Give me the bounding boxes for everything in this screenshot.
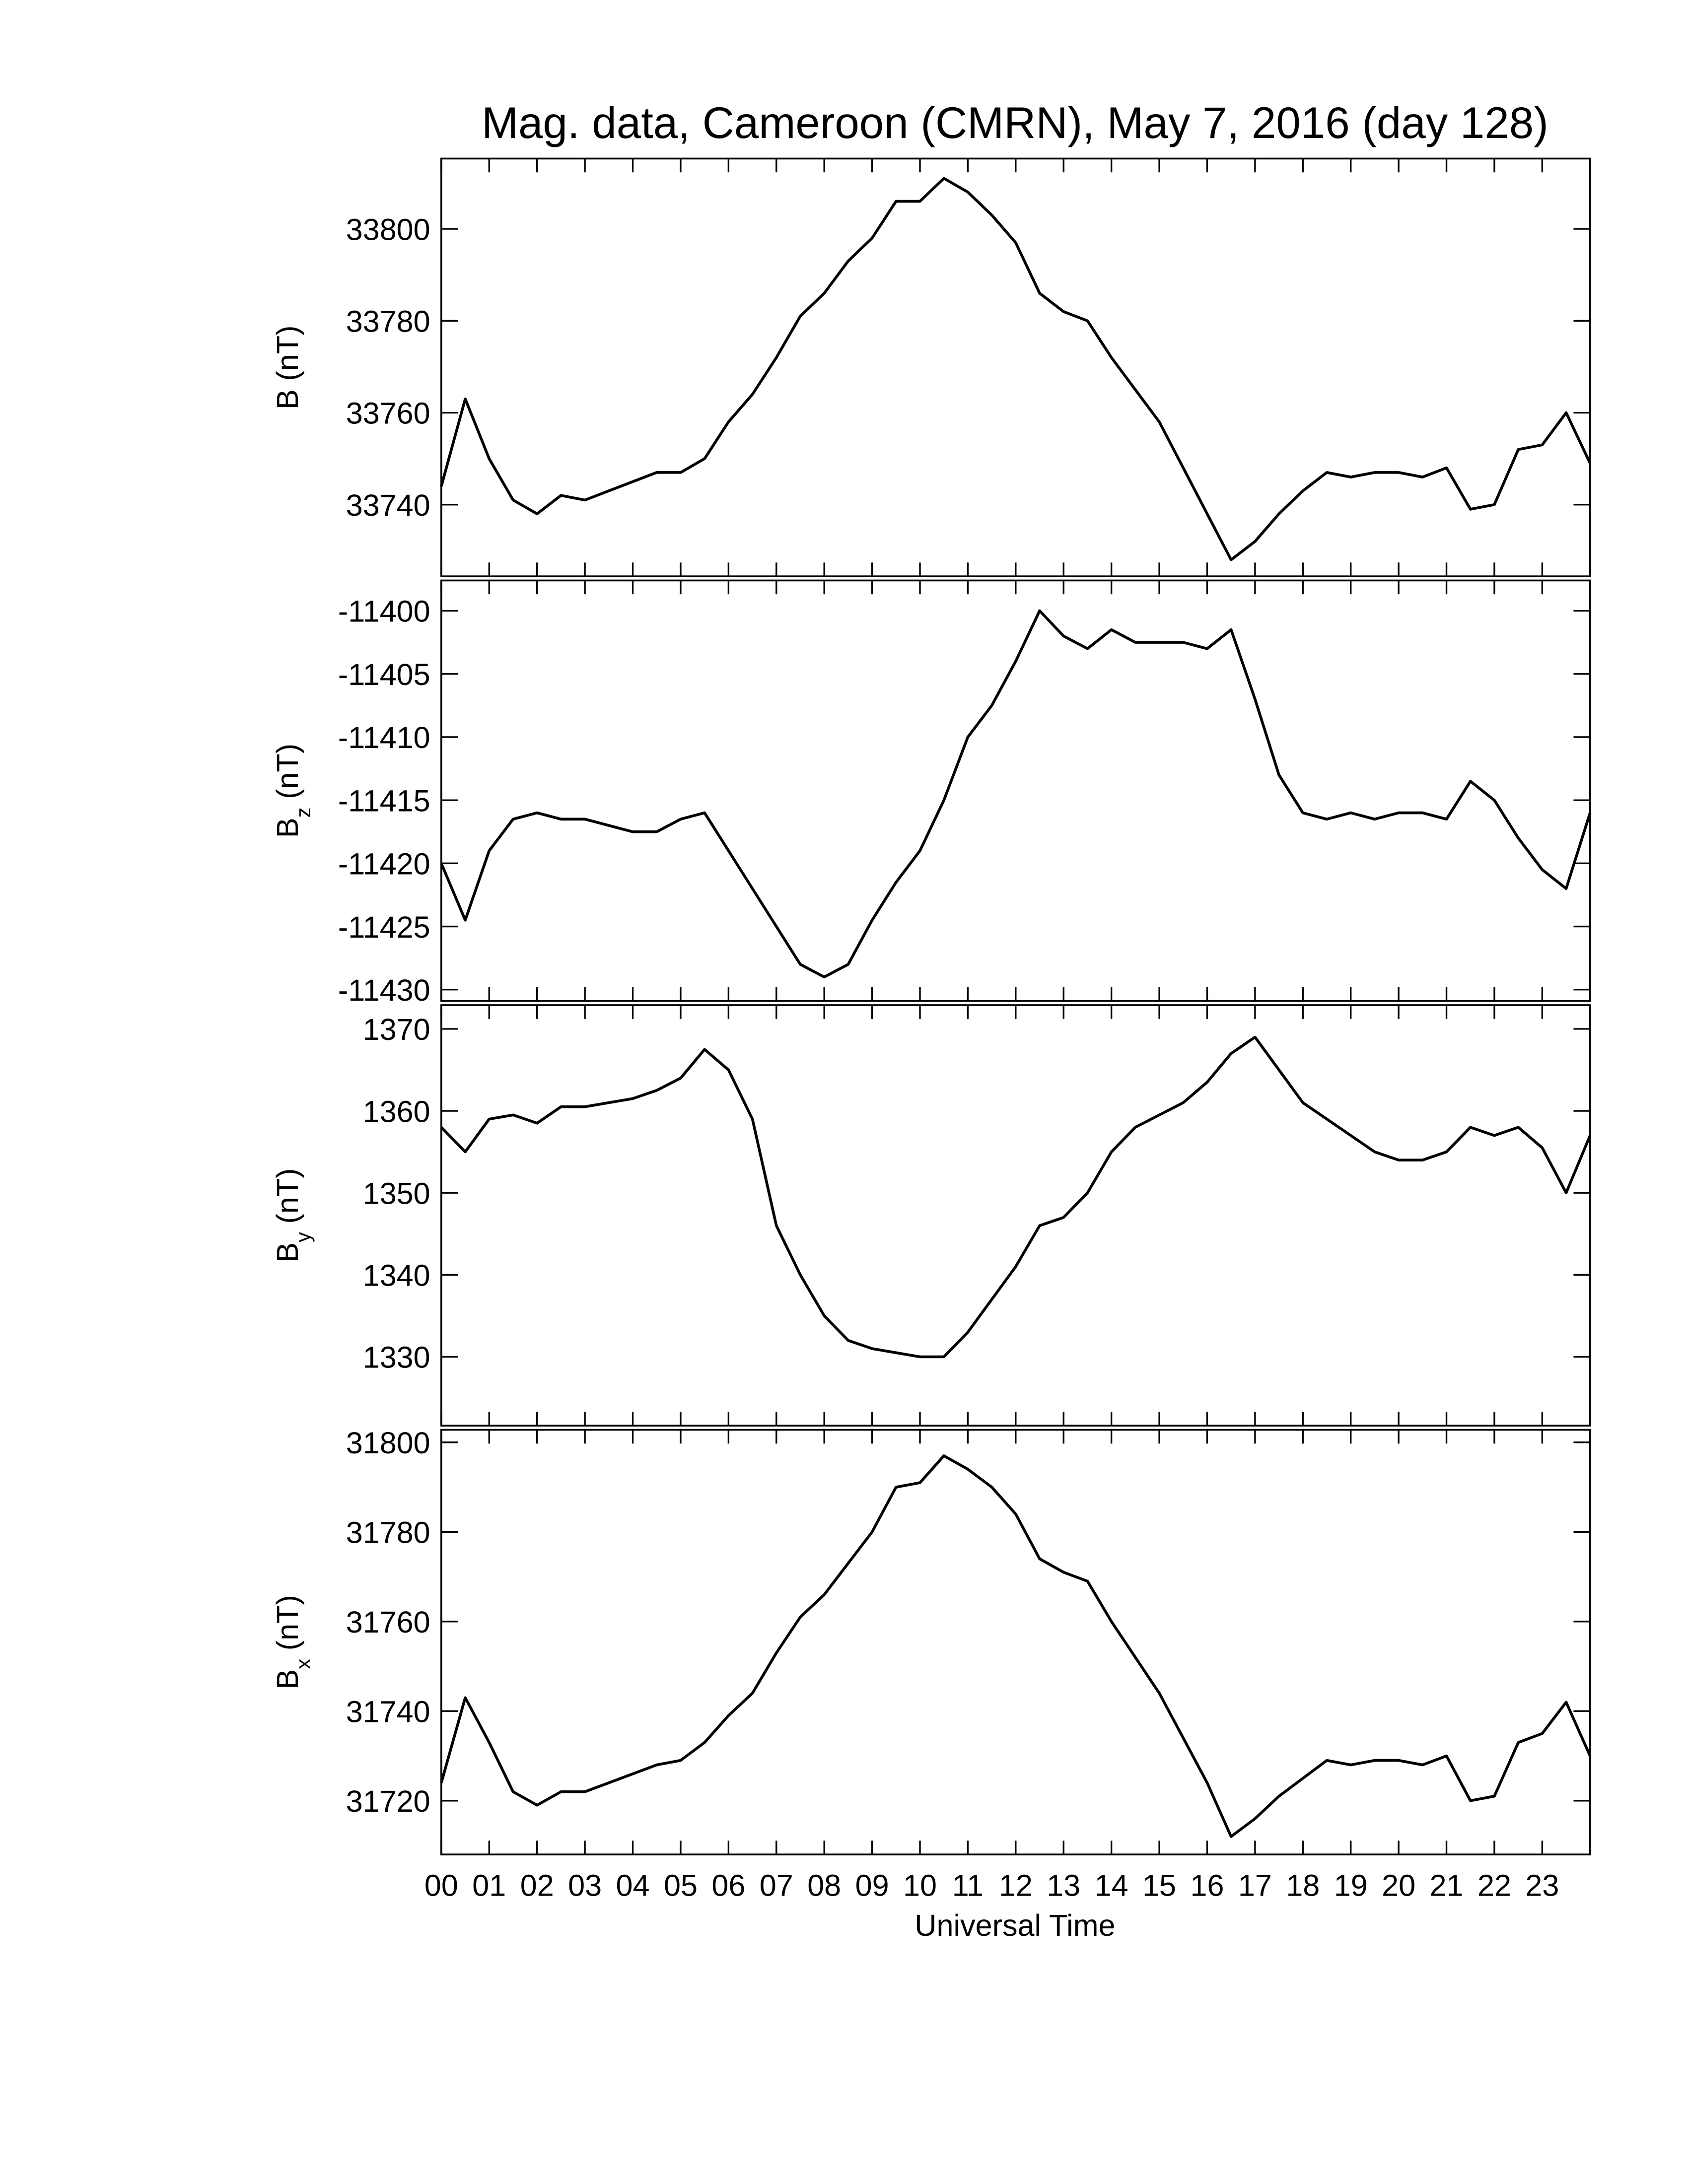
y-tick-label: -11430 — [338, 973, 430, 1007]
chart-title: Mag. data, Cameroon (CMRN), May 7, 2016 … — [482, 98, 1548, 147]
y-tick-label: -11410 — [338, 721, 430, 754]
y-tick-label: 33800 — [346, 212, 430, 246]
data-line — [440, 177, 1592, 561]
x-tick-label: 04 — [616, 1868, 650, 1902]
y-tick-label: 1330 — [363, 1341, 430, 1374]
y-axis-label-symbol: B — [271, 818, 304, 838]
x-tick-label: 05 — [664, 1868, 698, 1902]
y-axis-label-unit: (nT) — [271, 326, 304, 381]
y-tick-label: 31760 — [346, 1605, 430, 1639]
y-tick-label: -11425 — [338, 910, 430, 944]
x-tick-label: 20 — [1382, 1868, 1415, 1902]
x-tick-label: 09 — [855, 1868, 889, 1902]
y-tick-label: 1350 — [363, 1176, 430, 1210]
plot-frame — [440, 1004, 1591, 1427]
y-tick-label: 33760 — [346, 397, 430, 430]
x-tick-label: 23 — [1525, 1868, 1559, 1902]
x-tick-label: 16 — [1190, 1868, 1224, 1902]
x-tick-label: 17 — [1238, 1868, 1272, 1902]
y-tick-label: 1340 — [363, 1259, 430, 1293]
y-tick-label: 1370 — [363, 1013, 430, 1046]
y-axis-label: B (nT) — [271, 326, 304, 410]
y-axis-label-subscript: z — [291, 808, 315, 818]
x-tick-label: 21 — [1430, 1868, 1464, 1902]
y-axis-label-unit: (nT) — [271, 1595, 304, 1650]
y-axis-label: By (nT) — [271, 1168, 315, 1262]
y-tick-label: -11420 — [338, 847, 430, 881]
plot-frame — [440, 1429, 1591, 1855]
y-tick-label: 31740 — [346, 1695, 430, 1729]
x-tick-label: 03 — [568, 1868, 602, 1902]
data-line — [440, 609, 1592, 979]
x-tick-label: 13 — [1047, 1868, 1080, 1902]
y-tick-label: 31800 — [346, 1426, 430, 1460]
y-tick-label: -11415 — [338, 784, 430, 818]
x-tick-label: 07 — [760, 1868, 793, 1902]
x-tick-label: 10 — [903, 1868, 937, 1902]
x-tick-label: 18 — [1286, 1868, 1320, 1902]
plot-frame — [440, 157, 1591, 577]
y-axis-label-unit: (nT) — [271, 1168, 304, 1224]
y-axis-label-symbol: B — [271, 1242, 304, 1263]
y-axis-label-subscript: y — [291, 1232, 315, 1242]
x-tick-label: 01 — [472, 1868, 506, 1902]
y-tick-label: 31780 — [346, 1516, 430, 1550]
y-axis-label-unit: (nT) — [271, 744, 304, 799]
y-axis-label-symbol: B — [271, 389, 304, 410]
x-tick-label: 22 — [1477, 1868, 1511, 1902]
x-tick-label: 02 — [520, 1868, 554, 1902]
y-tick-label: 33780 — [346, 305, 430, 339]
y-axis-label: Bz (nT) — [271, 744, 315, 838]
x-axis-label: Universal Time — [914, 1909, 1115, 1942]
y-tick-label: 33740 — [346, 488, 430, 522]
x-tick-label: 11 — [952, 1868, 984, 1902]
x-tick-label: 19 — [1334, 1868, 1368, 1902]
x-tick-label: 00 — [424, 1868, 458, 1902]
y-axis-label-subscript: x — [291, 1659, 315, 1669]
y-tick-label: 31720 — [346, 1784, 430, 1818]
x-tick-label: 14 — [1095, 1868, 1128, 1902]
y-tick-label: -11405 — [338, 658, 430, 691]
y-axis-label-symbol: B — [271, 1669, 304, 1690]
y-tick-label: 1360 — [363, 1094, 430, 1128]
y-axis-label: Bx (nT) — [271, 1595, 315, 1689]
plot-frame — [440, 579, 1591, 1002]
x-tick-label: 12 — [999, 1868, 1033, 1902]
x-tick-label: 06 — [711, 1868, 745, 1902]
x-tick-label: 08 — [807, 1868, 841, 1902]
y-tick-label: -11400 — [338, 595, 430, 628]
x-tick-label: 15 — [1142, 1868, 1176, 1902]
data-line — [440, 1454, 1592, 1838]
data-line — [440, 1035, 1592, 1359]
